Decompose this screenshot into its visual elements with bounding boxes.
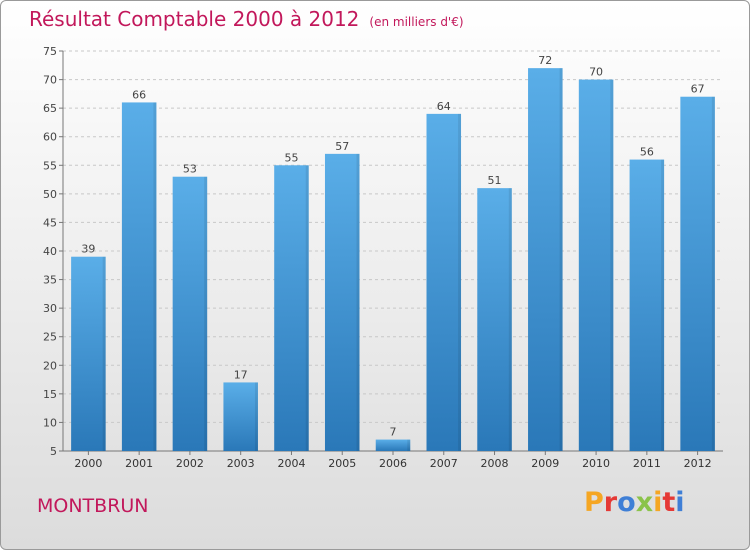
brand-letter: r [603,487,618,518]
brand-letter: t [662,487,676,518]
brand-letter: o [617,487,636,518]
y-tick-label: 70 [43,74,57,87]
value-label-2007: 64 [437,100,451,113]
y-tick-label: 35 [43,274,57,287]
bar-2000 [71,256,106,451]
x-tick-label-2011: 2011 [633,457,661,470]
value-label-2004: 55 [284,151,298,164]
value-label-2011: 56 [640,146,654,159]
x-tick-label-2012: 2012 [684,457,712,470]
bar-shade-2000 [102,256,106,451]
bar-2010 [578,79,614,452]
x-tick-label-2000: 2000 [74,457,102,470]
x-tick-label-2003: 2003 [227,457,255,470]
value-label-2012: 67 [691,83,705,96]
value-label-2009: 72 [538,54,552,67]
value-label-2008: 51 [488,174,502,187]
chart-title: Résultat Comptable 2000 à 2012 (en millie… [29,7,464,31]
chart-title-text: Résultat Comptable 2000 à 2012 [29,7,360,31]
bar-shade-2012 [711,96,715,451]
bar-shade-2004 [305,165,309,452]
axes [59,50,723,455]
y-tick-label: 40 [43,245,57,258]
brand-letter: i [653,487,663,518]
bar-2011 [629,159,665,452]
bar-chart: 5 10 15 20 25 30 35 40 45 50 55 60 65 70 75 39 2000 66 200… [43,45,723,470]
bar-2006 [375,439,411,451]
bar-shade-2009 [559,68,563,452]
labels: 5 10 15 20 25 30 35 40 45 50 55 60 65 70 75 39 2000 66 200… [43,45,712,470]
bar-2001 [121,102,157,451]
bars [71,68,715,452]
y-tick-label: 75 [43,45,57,58]
y-tick-label: 5 [50,445,57,458]
bar-2008 [477,188,512,451]
x-tick-label-2010: 2010 [582,457,610,470]
y-tick-label: 30 [43,302,57,315]
x-tick-label-2008: 2008 [481,457,509,470]
x-tick-label-2001: 2001 [125,457,153,470]
x-tick-label-2009: 2009 [531,457,559,470]
bar-2002 [172,176,208,451]
x-tick-label-2005: 2005 [328,457,356,470]
bar-2009 [528,68,563,452]
bar-2007 [426,113,462,451]
value-label-2006: 7 [390,426,397,439]
bar-shade-2007 [458,113,462,451]
bar-2004 [274,165,309,452]
x-tick-label-2004: 2004 [277,457,305,470]
bar-shade-2001 [153,102,157,451]
grid-lines [63,50,723,452]
place-name: MONTBRUN [37,495,149,517]
bar-2005 [324,153,360,451]
bar-shade-2005 [356,153,360,451]
x-tick-label-2006: 2006 [379,457,407,470]
y-tick-label: 20 [43,359,57,372]
value-label-2010: 70 [589,66,603,79]
y-tick-label: 10 [43,416,57,429]
value-label-2000: 39 [81,243,95,256]
value-label-2003: 17 [234,368,248,381]
chart-subtitle: (en milliers d'€) [369,15,464,29]
bar-2012 [680,96,715,451]
y-tick-label: 25 [43,331,57,344]
brand-letter: P [584,487,604,518]
bar-shade-2008 [508,188,512,451]
x-tick-label-2007: 2007 [430,457,458,470]
bar-shade-2003 [254,382,258,451]
value-label-2001: 66 [132,88,146,101]
bar-2003 [223,382,258,451]
y-tick-label: 50 [43,188,57,201]
value-label-2005: 57 [335,140,349,153]
bar-shade-2011 [661,159,665,452]
bar-shade-2002 [204,176,208,451]
y-tick-label: 55 [43,159,57,172]
y-tick-label: 65 [43,102,57,115]
brand-letter: x [635,487,654,518]
value-label-2002: 53 [183,163,197,176]
brand-letter: i [675,487,685,518]
x-tick-label-2002: 2002 [176,457,204,470]
proxiti-logo[interactable]: Proxiti [584,487,685,518]
bar-shade-2006 [407,439,411,451]
y-tick-label: 15 [43,388,57,401]
bar-shade-2010 [610,79,614,452]
y-tick-label: 60 [43,131,57,144]
y-tick-label: 45 [43,216,57,229]
